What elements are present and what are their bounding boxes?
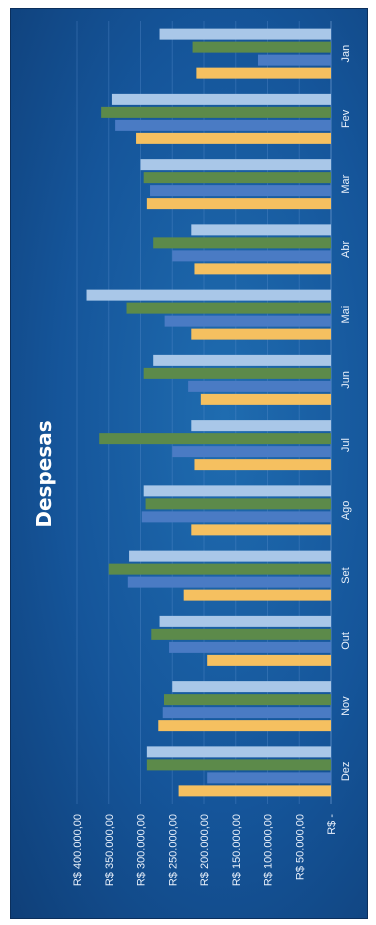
bar-mai-series-4: [86, 289, 332, 301]
bar-ago-series-1: [191, 524, 331, 536]
bar-set-series-1: [183, 589, 331, 601]
bar-set-series-3: [108, 563, 331, 575]
bar-mai-series-3: [126, 302, 331, 314]
bars: [86, 28, 332, 797]
value-tick-label: R$ 100.000,00: [263, 814, 275, 886]
bar-mai-series-2: [164, 315, 331, 327]
category-label-abr: Abr: [340, 240, 352, 257]
value-tick-label: R$ 350.000,00: [104, 814, 116, 886]
category-label-nov: Nov: [340, 696, 352, 716]
bar-abr-series-3: [153, 237, 331, 249]
value-tick-label: R$ 300.000,00: [136, 814, 148, 886]
bar-out-series-1: [207, 654, 331, 666]
value-tick-label: R$ 400.000,00: [72, 814, 84, 886]
bar-out-series-2: [169, 641, 331, 653]
bar-set-series-2: [127, 576, 331, 588]
bar-fev-series-2: [115, 119, 331, 131]
bar-jul-series-4: [191, 420, 331, 432]
bar-dez-series-3: [146, 759, 331, 771]
category-label-jul: Jul: [340, 438, 352, 452]
bar-dez-series-4: [146, 746, 331, 758]
value-tick-label: R$ -: [326, 814, 338, 835]
bar-dez-series-1: [178, 785, 331, 797]
bar-ago-series-4: [143, 485, 331, 497]
bar-mar-series-2: [150, 185, 331, 197]
value-tick-label: R$ 200.000,00: [199, 814, 211, 886]
bar-nov-series-4: [172, 681, 331, 693]
bar-nov-series-1: [158, 720, 331, 732]
bar-jan-series-4: [159, 28, 331, 40]
bar-out-series-4: [159, 615, 331, 627]
category-label-set: Set: [340, 567, 352, 584]
bar-chart: R$ - R$ 50.000,00 R$ 100.000,00 R$ 150.000,…: [32, 21, 352, 887]
category-label-mai: Mai: [340, 306, 352, 324]
bar-jan-series-1: [196, 67, 331, 79]
category-labels: Jan Fev Mar Abr Mai Jun Jul Ago Set Out Nov Dez: [340, 45, 352, 781]
bar-abr-series-4: [191, 224, 331, 236]
value-tick-label: R$ 150.000,00: [231, 814, 243, 886]
bar-out-series-3: [151, 628, 331, 640]
bar-abr-series-2: [172, 250, 331, 262]
category-label-mar: Mar: [340, 174, 352, 193]
bar-fev-series-1: [136, 132, 331, 144]
value-axis-ticks: R$ - R$ 50.000,00 R$ 100.000,00 R$ 150.000,…: [72, 814, 338, 887]
bar-nov-series-2: [162, 707, 331, 719]
bar-ago-series-2: [141, 511, 331, 523]
bar-mar-series-3: [143, 172, 331, 184]
bar-fev-series-3: [101, 106, 331, 118]
bar-ago-series-3: [145, 498, 331, 510]
chart-title: Despesas: [32, 420, 56, 527]
bar-jul-series-2: [172, 446, 331, 458]
category-label-fev: Fev: [340, 109, 352, 128]
chart-frame: R$ - R$ 50.000,00 R$ 100.000,00 R$ 150.000,…: [10, 8, 368, 919]
bar-jun-series-1: [200, 393, 331, 405]
bar-jun-series-2: [188, 380, 331, 392]
bar-jun-series-4: [153, 354, 331, 366]
bar-mar-series-4: [140, 159, 331, 171]
bar-nov-series-3: [163, 694, 331, 706]
bar-jan-series-2: [257, 54, 331, 66]
bar-jan-series-3: [192, 41, 331, 53]
bar-jun-series-3: [143, 367, 331, 379]
bar-abr-series-1: [194, 263, 331, 275]
category-label-dez: Dez: [340, 762, 352, 782]
value-tick-label: R$ 250.000,00: [167, 814, 179, 886]
category-label-out: Out: [340, 632, 352, 650]
value-tick-label: R$ 50.000,00: [294, 814, 306, 880]
bar-mar-series-1: [146, 198, 331, 210]
bar-set-series-4: [129, 550, 331, 562]
bar-jul-series-3: [99, 433, 331, 445]
bar-dez-series-2: [207, 772, 331, 784]
bar-fev-series-4: [111, 93, 331, 105]
bar-mai-series-1: [191, 328, 331, 340]
grid-lines: [76, 21, 332, 804]
bar-jul-series-1: [194, 459, 331, 471]
category-label-ago: Ago: [340, 501, 352, 521]
category-label-jan: Jan: [340, 45, 352, 63]
category-label-jun: Jun: [340, 371, 352, 389]
